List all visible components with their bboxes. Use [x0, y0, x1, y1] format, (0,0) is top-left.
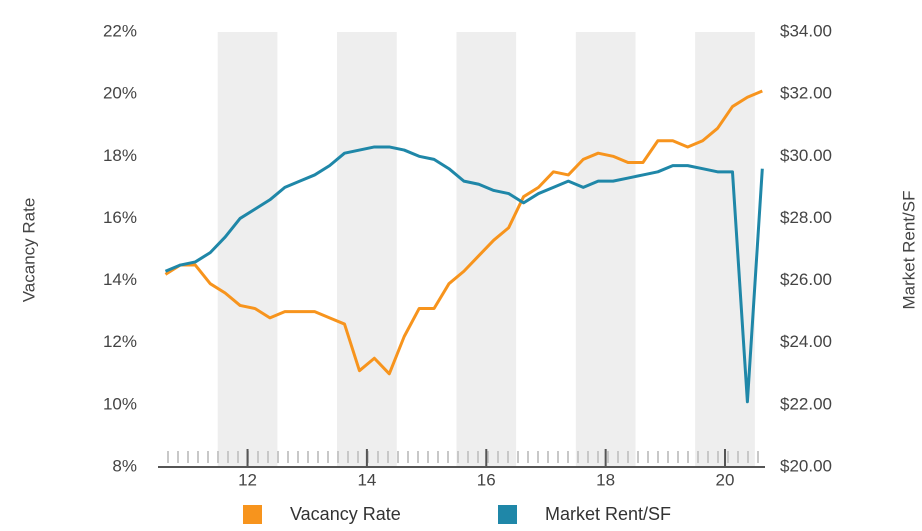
x-tick-label: 14	[357, 470, 376, 489]
x-tick-label: 18	[596, 470, 615, 489]
y2-tick-label: $24.00	[780, 332, 832, 351]
x-tick-label: 20	[716, 470, 735, 489]
y-tick-label: 18%	[103, 146, 137, 165]
y2-tick-label: $20.00	[780, 456, 832, 475]
shade-band	[575, 32, 636, 467]
legend-swatch	[498, 505, 517, 524]
y-tick-label: 14%	[103, 270, 137, 289]
legend-label: Market Rent/SF	[545, 504, 671, 524]
y-tick-label: 16%	[103, 208, 137, 227]
y2-axis-title: Market Rent/SF	[899, 190, 918, 309]
shade-band	[695, 32, 755, 467]
x-tick-label: 12	[238, 470, 257, 489]
y-tick-label: 22%	[103, 21, 137, 40]
y2-tick-label: $28.00	[780, 208, 832, 227]
legend-label: Vacancy Rate	[290, 504, 401, 524]
y-tick-label: 20%	[103, 84, 137, 103]
y-tick-label: 10%	[103, 394, 137, 413]
y2-tick-label: $26.00	[780, 270, 832, 289]
shade-band	[337, 32, 397, 467]
y-tick-label: 12%	[103, 332, 137, 351]
series-line	[164, 89, 763, 376]
series-line	[164, 145, 764, 404]
y2-tick-label: $34.00	[780, 21, 832, 40]
y2-tick-label: $22.00	[780, 394, 832, 413]
y2-tick-label: $32.00	[780, 84, 832, 103]
legend-swatch	[243, 505, 262, 524]
y2-tick-label: $30.00	[780, 146, 832, 165]
x-tick-label: 16	[477, 470, 496, 489]
shade-band	[217, 32, 278, 467]
y-tick-label: 8%	[112, 456, 137, 475]
y-axis-title: Vacancy Rate	[19, 198, 38, 303]
